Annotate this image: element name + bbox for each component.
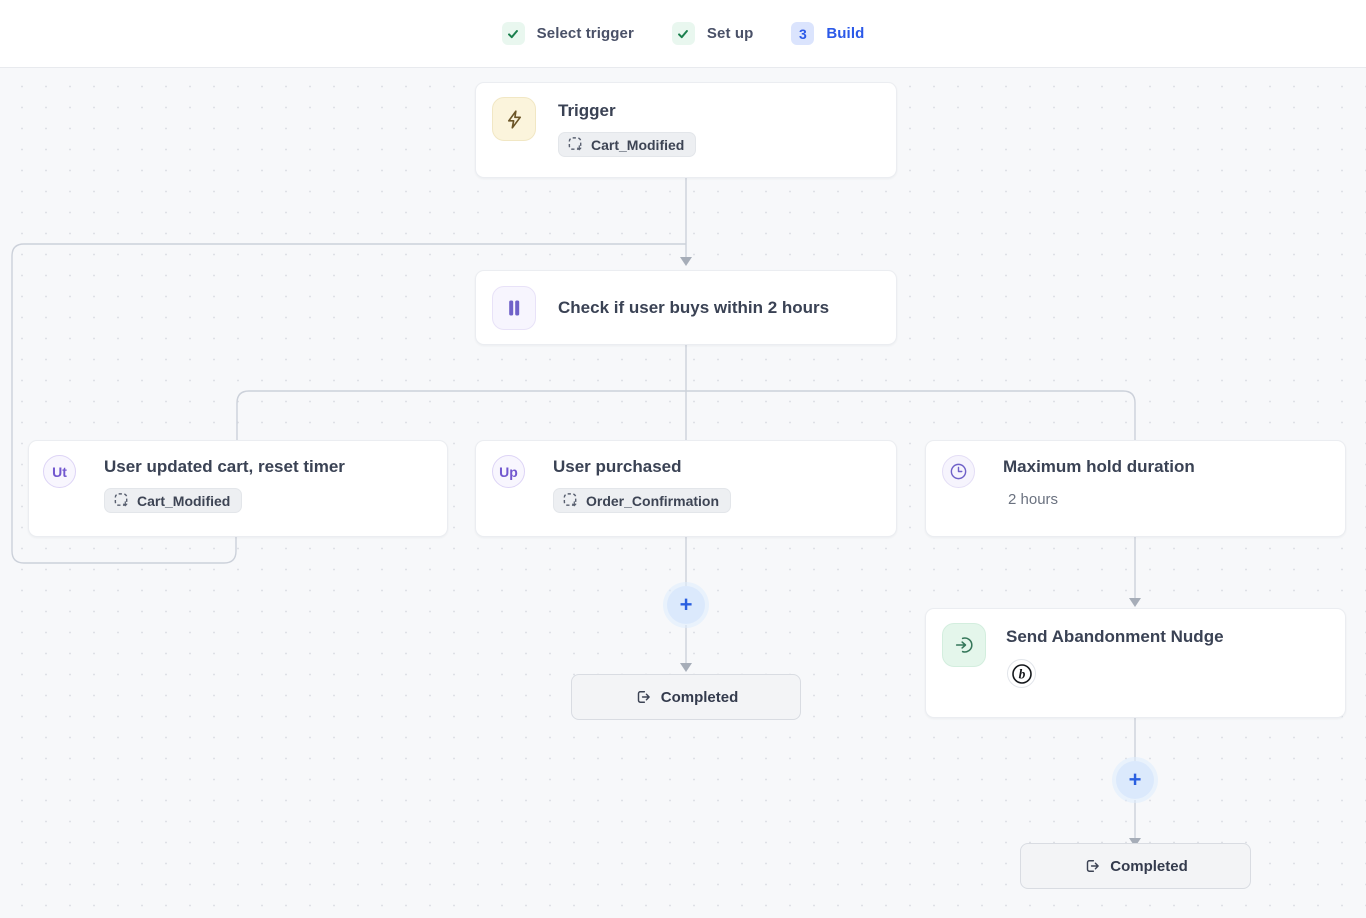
clock-icon xyxy=(942,455,975,488)
step-build[interactable]: 3 Build xyxy=(791,22,864,45)
event-tag: Order_Confirmation xyxy=(553,488,732,514)
exit-icon xyxy=(637,691,650,703)
event-scan-icon xyxy=(568,137,582,151)
avatar: Ut xyxy=(43,455,76,488)
event-tag-label: Order_Confirmation xyxy=(586,492,720,509)
step-select-trigger[interactable]: Select trigger xyxy=(501,22,634,45)
check-icon xyxy=(501,22,525,45)
event-tag: Cart_Modified xyxy=(558,132,697,158)
step-label: Set up xyxy=(706,25,754,42)
duration-value: 2 hours xyxy=(1008,491,1059,509)
user-updated-node[interactable]: Ut User updated cart, reset timer Cart_M… xyxy=(28,440,448,537)
completed-terminal[interactable]: Completed xyxy=(571,674,801,720)
trigger-node[interactable]: Trigger Cart_Modified xyxy=(475,82,897,178)
lightning-bolt-icon xyxy=(492,97,536,141)
workflow-canvas[interactable]: Trigger Cart_Modified Check if user buys… xyxy=(0,68,1366,918)
terminal-label: Completed xyxy=(1110,857,1188,875)
avatar: Up xyxy=(492,455,525,488)
add-step-button[interactable]: + xyxy=(667,586,705,624)
check-node[interactable]: Check if user buys within 2 hours xyxy=(475,270,897,345)
event-tag-label: Cart_Modified xyxy=(137,492,231,509)
node-title: Send Abandonment Nudge xyxy=(1006,627,1224,646)
wizard-steps-bar: Select trigger Set up 3 Build xyxy=(0,0,1366,68)
event-tag-label: Cart_Modified xyxy=(591,136,685,153)
step-number-badge: 3 xyxy=(791,22,815,45)
node-title: User purchased xyxy=(553,457,682,476)
step-label: Select trigger xyxy=(536,25,634,42)
step-set-up[interactable]: Set up xyxy=(671,22,754,45)
enter-arrow-icon xyxy=(942,623,986,667)
pause-icon xyxy=(492,285,536,330)
check-icon xyxy=(671,22,695,45)
node-title: User updated cart, reset timer xyxy=(104,457,345,476)
user-purchased-node[interactable]: Up User purchased Order_Confirmation xyxy=(475,440,897,537)
add-step-button[interactable]: + xyxy=(1116,761,1154,799)
node-title: Check if user buys within 2 hours xyxy=(558,297,830,317)
exit-icon xyxy=(1087,860,1100,872)
send-nudge-node[interactable]: Send Abandonment Nudge b xyxy=(925,608,1346,718)
terminal-label: Completed xyxy=(660,688,739,706)
node-title: Trigger xyxy=(558,101,616,120)
completed-terminal[interactable]: Completed xyxy=(1020,843,1251,889)
event-scan-icon xyxy=(114,493,128,507)
event-scan-icon xyxy=(563,493,577,507)
step-label: Build xyxy=(826,25,865,42)
svg-text:b: b xyxy=(1018,666,1025,681)
max-hold-node[interactable]: Maximum hold duration 2 hours xyxy=(925,440,1346,537)
event-tag: Cart_Modified xyxy=(104,488,243,514)
node-title: Maximum hold duration xyxy=(1003,457,1195,476)
channel-logo-icon: b xyxy=(1007,659,1036,689)
